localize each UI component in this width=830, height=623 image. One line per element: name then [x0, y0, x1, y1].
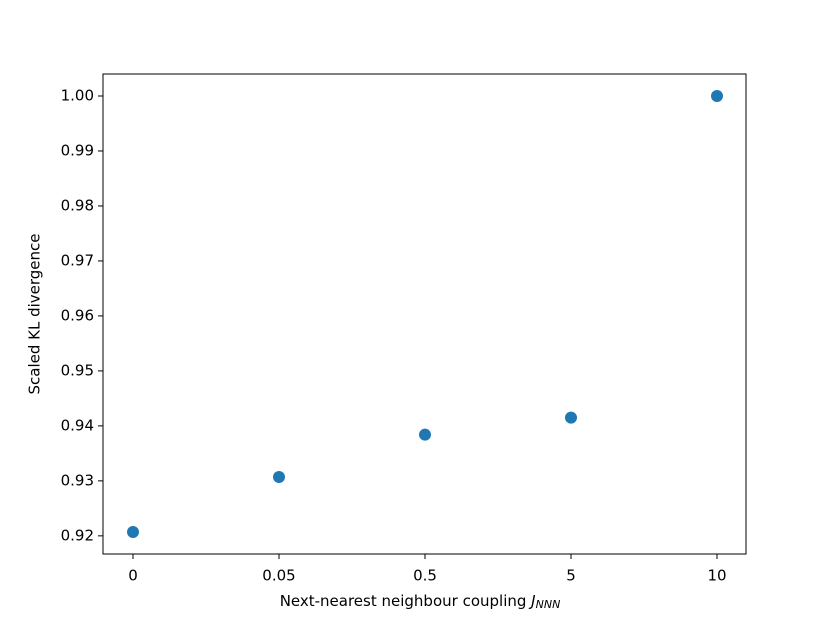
x-tick-label: 5	[566, 567, 576, 585]
x-label-subscript: NNN	[536, 598, 561, 611]
y-tick-label: 0.95	[61, 361, 94, 379]
x-tick-label: 0.5	[413, 567, 437, 585]
y-tick-label: 0.92	[61, 526, 94, 544]
y-tick-label: 0.96	[61, 306, 94, 324]
x-axis-label: Next-nearest neighbour coupling JNNN	[280, 592, 561, 612]
data-point	[273, 471, 285, 484]
y-tick-label: 1.00	[61, 86, 94, 104]
y-tick-label: 0.98	[61, 196, 94, 214]
data-point	[565, 411, 577, 424]
x-tick-label: 0	[128, 567, 138, 585]
y-tick-label: 0.97	[61, 251, 94, 269]
x-label-symbol: J	[528, 592, 535, 610]
y-tick-label: 0.94	[61, 416, 94, 434]
x-label-text: Next-nearest neighbour coupling	[280, 592, 531, 610]
y-axis-label: Scaled KL divergence	[26, 233, 44, 394]
y-tick-label: 0.99	[61, 141, 94, 159]
data-point	[127, 526, 139, 539]
y-tick-label: 0.93	[61, 471, 94, 489]
x-tick-label: 10	[707, 567, 726, 585]
x-tick-label: 0.05	[262, 567, 295, 585]
plot-frame	[102, 73, 747, 555]
data-point	[711, 89, 723, 102]
data-point	[419, 428, 431, 441]
